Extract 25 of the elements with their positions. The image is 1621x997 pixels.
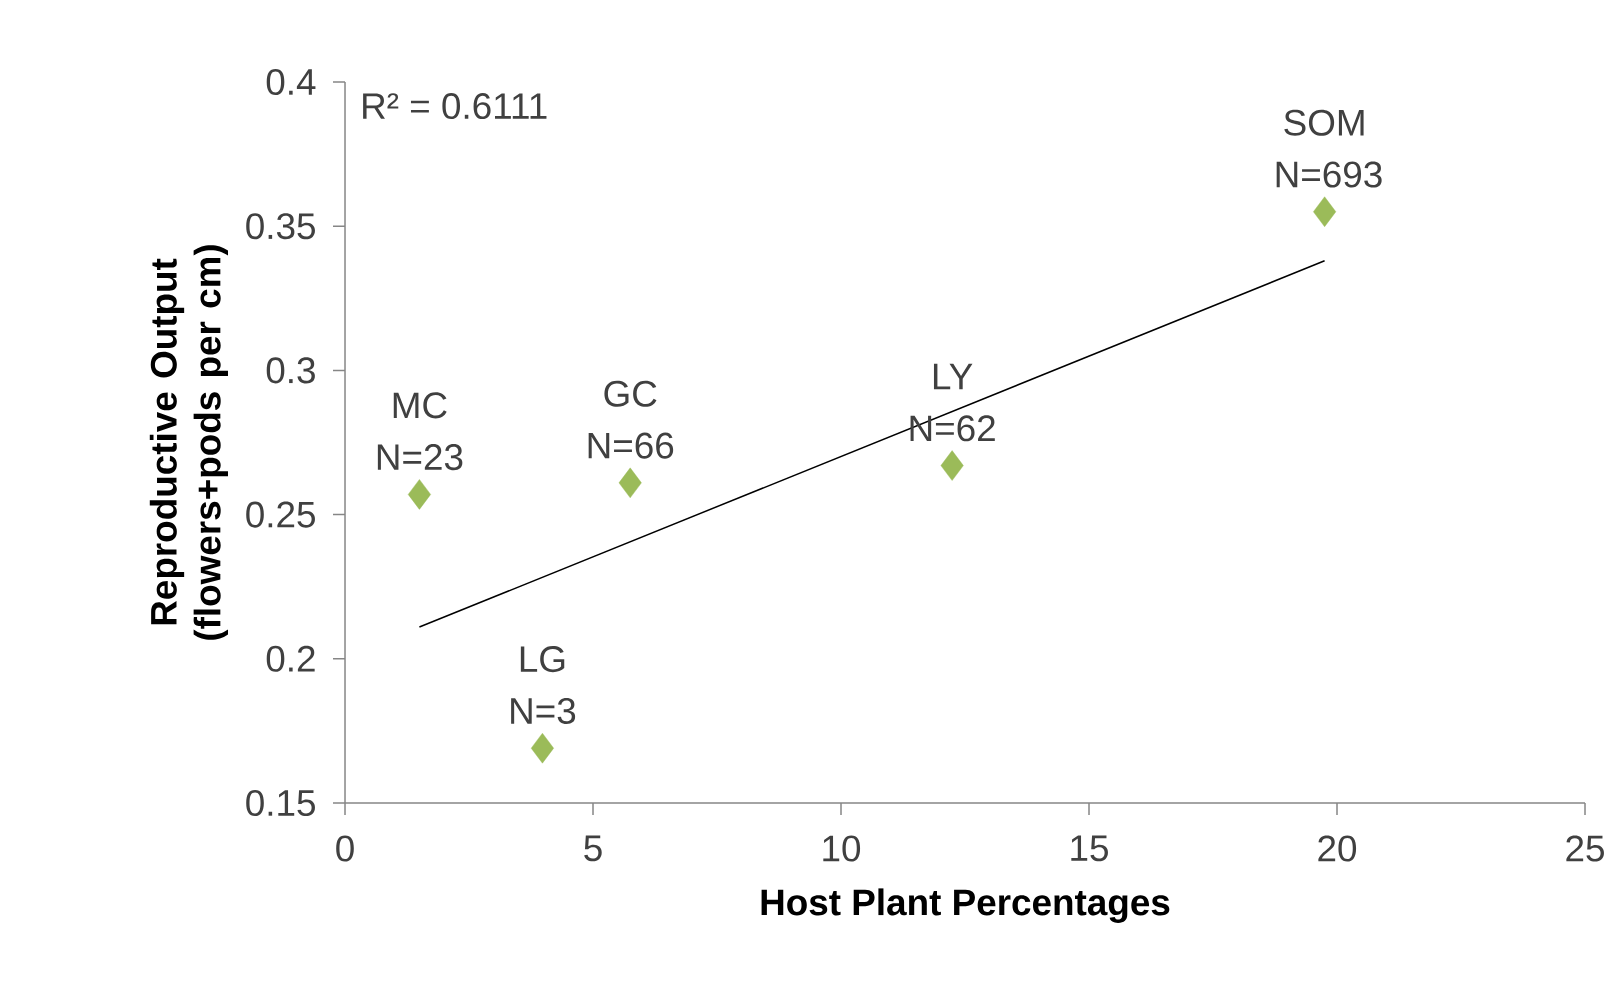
y-tick-label: 0.35 <box>246 213 315 240</box>
point <box>618 467 642 499</box>
x-tick-label: 0 <box>336 835 354 862</box>
point <box>530 733 554 764</box>
point <box>940 450 964 481</box>
x-tick-label: 5 <box>584 835 602 862</box>
x-tick-label: 25 <box>1566 835 1604 862</box>
x-tick-label: 15 <box>1071 835 1108 862</box>
x-tick-label: 20 <box>1318 835 1357 862</box>
x-tick-label: 10 <box>823 835 861 862</box>
y-tick-label: 0.2 <box>266 645 315 672</box>
annotation: LG N=3 <box>511 646 576 724</box>
annotation: LY N=62 <box>910 363 995 442</box>
annotation: R² = 0.6111 <box>363 93 547 120</box>
annotation: SOM N=693 <box>1276 109 1382 188</box>
point <box>1313 196 1337 227</box>
point <box>407 479 431 510</box>
y-tick-label: 0.4 <box>266 68 316 96</box>
annotation: GC N=66 <box>588 380 674 459</box>
y-axis-title: Reproductive Output (flowers+pods per cm) <box>149 245 228 640</box>
annotation: MC N=23 <box>377 392 463 471</box>
y-tick-label: 0.15 <box>246 789 315 817</box>
y-tick-label: 0.3 <box>266 357 315 384</box>
y-tick-label: 0.25 <box>246 501 315 528</box>
x-axis-title: Host Plant Percentages <box>761 888 1170 923</box>
